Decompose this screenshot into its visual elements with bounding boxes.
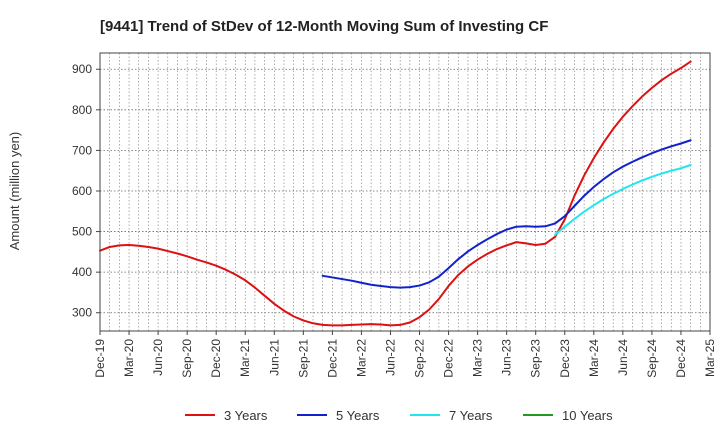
y-tick-label: 500 <box>72 225 92 239</box>
x-tick-label: Sep-21 <box>296 339 310 378</box>
series-lines <box>99 60 692 327</box>
x-tick-label: Dec-19 <box>93 339 107 378</box>
x-tick-label: Mar-20 <box>122 339 136 377</box>
x-tick-label: Dec-20 <box>209 339 223 378</box>
legend: 3 Years 5 Years 7 Years 10 Years <box>185 408 613 423</box>
x-tick-label: Mar-22 <box>354 339 368 377</box>
plot-area <box>100 53 710 331</box>
x-tick-label: Dec-23 <box>558 339 572 378</box>
legend-label-3: 7 Years <box>449 408 493 423</box>
x-tick-label: Dec-21 <box>325 339 339 378</box>
y-tick-label: 800 <box>72 103 92 117</box>
y-tick-label: 700 <box>72 143 92 157</box>
x-tick-label: Dec-24 <box>674 339 688 378</box>
x-tick-label: Dec-22 <box>442 339 456 378</box>
y-tick-label: 400 <box>72 265 92 279</box>
grid <box>99 53 711 331</box>
x-tick-label: Jun-22 <box>383 339 397 376</box>
series-line-3 <box>554 164 692 236</box>
legend-label-2: 5 Years <box>336 408 380 423</box>
plot-border <box>99 52 711 332</box>
x-tick-label: Sep-20 <box>180 339 194 378</box>
x-tick-label: Sep-24 <box>645 339 659 378</box>
axes: 300 400 500 600 700 800 900 Dec-19 Mar-20 Jun-20 S… <box>72 52 717 378</box>
x-tick-label: Mar-24 <box>587 339 601 377</box>
x-tick-label: Sep-22 <box>413 339 427 378</box>
x-tick-label: Mar-21 <box>238 339 252 377</box>
y-tick-label: 900 <box>72 62 92 76</box>
legend-label-1: 3 Years <box>224 408 268 423</box>
y-tick-label: 600 <box>72 184 92 198</box>
chart-title: [9441] Trend of StDev of 12-Month Moving… <box>100 18 548 35</box>
y-tick-label: 300 <box>72 306 92 320</box>
x-tick-label: Jun-24 <box>616 339 630 376</box>
x-tick-label: Jun-23 <box>500 339 514 376</box>
series-line-1 <box>99 60 692 327</box>
x-tick-label: Mar-23 <box>471 339 485 377</box>
legend-label-4: 10 Years <box>562 408 613 423</box>
x-tick-label: Jun-20 <box>151 339 165 376</box>
x-tick-label: Sep-23 <box>529 339 543 378</box>
x-tick-label: Jun-21 <box>267 339 281 376</box>
y-axis-label: Amount (million yen) <box>7 132 22 251</box>
x-tick-label: Mar-25 <box>703 339 717 377</box>
series-line-2 <box>321 139 692 289</box>
